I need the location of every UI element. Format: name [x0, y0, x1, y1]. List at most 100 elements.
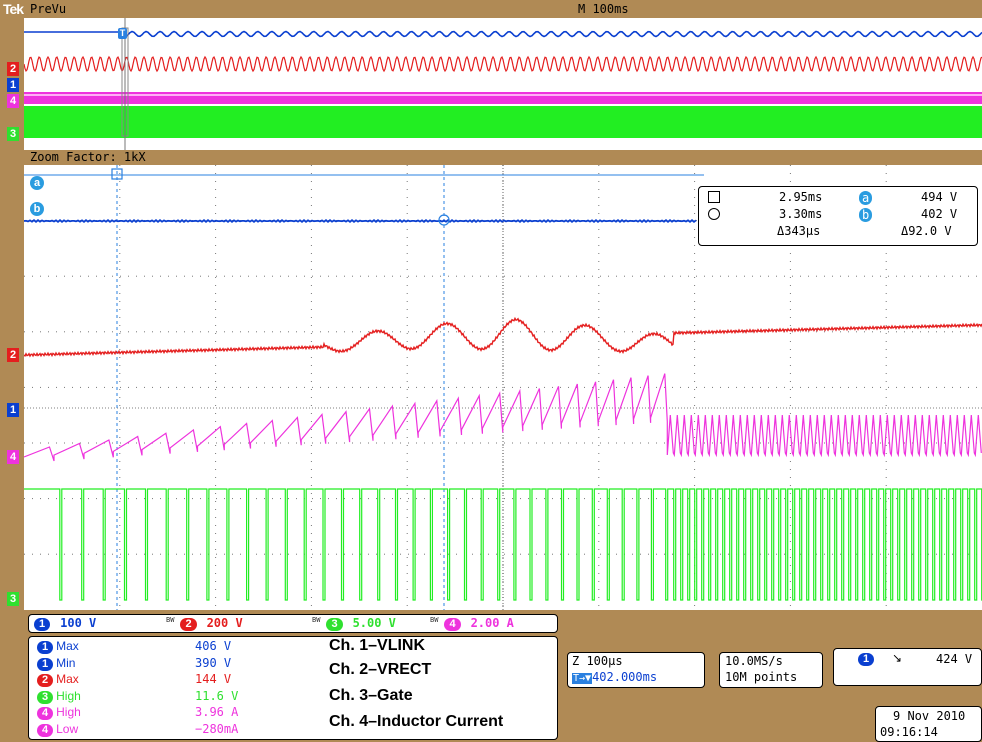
channel-scale-value: 5.00 V: [352, 616, 396, 630]
measurement-row: 1 Max 406 V: [37, 639, 317, 654]
legend-ch3: Ch. 3–Gate: [329, 687, 413, 704]
channel-2-scale[interactable]: BW 2 200 V: [166, 616, 243, 631]
overview-ch2-marker: 2: [7, 62, 19, 76]
channel-3-scale[interactable]: BW 3 5.00 V: [312, 616, 396, 631]
overview-ch1-trace: [24, 30, 982, 38]
overview-ch3-marker: 3: [7, 127, 19, 141]
ch4-marker: 4: [7, 450, 19, 464]
channel-badge: 4: [444, 618, 461, 631]
ch4-trace: [24, 373, 982, 462]
channel-scale-value: 200 V: [206, 616, 243, 630]
measurement-value: 3.96 A: [195, 705, 239, 719]
legend-ch1: Ch. 1–VLINK: [329, 637, 426, 654]
bandwidth-limit-icon: BW: [430, 616, 439, 624]
status-bar: [0, 0, 982, 18]
trigger-slope-icon: ↘: [892, 651, 903, 665]
overview-ch4-trace: [24, 92, 982, 104]
cursor-2-time: 3.30ms: [779, 207, 823, 221]
zoom-position: 402.000ms: [592, 670, 658, 684]
measurement-value: 11.6 V: [195, 688, 239, 703]
measurement-channel-badge: 1: [37, 641, 54, 654]
zoom-bar: [24, 150, 982, 165]
cursor-2-circle-icon: [438, 214, 450, 226]
overview-trigger-t-icon: T: [118, 28, 127, 39]
measurement-channel-badge: 4: [37, 723, 54, 737]
cursor-delta-value: Δ92.0 V: [901, 224, 952, 238]
legend-ch2: Ch. 2–VRECT: [329, 661, 432, 678]
overview-waveform-panel[interactable]: [24, 18, 982, 150]
channel-scale-value: 100 V: [60, 616, 97, 630]
time-label: 09:16:14: [880, 725, 938, 739]
datetime-panel: 9 Nov 2010 09:16:14: [875, 706, 982, 742]
ch2-marker: 2: [7, 348, 19, 362]
cursor-b-marker: b: [30, 202, 44, 216]
tek-logo: Tek: [3, 1, 24, 17]
channel-1-scale[interactable]: 1 100 V: [34, 616, 96, 631]
ch1-marker: 1: [7, 403, 19, 417]
cursor-a-marker: a: [30, 176, 44, 190]
acquisition-mode-label: PreVu: [30, 2, 67, 16]
channel-badge: 2: [180, 618, 197, 631]
measurement-value: 406 V: [195, 639, 232, 653]
ch3-trace: [24, 488, 982, 601]
cursor-1-square-icon: [111, 168, 123, 180]
channel-4-scale[interactable]: BW 4 2.00 A: [430, 616, 514, 631]
measurement-value: 390 V: [195, 655, 232, 670]
measurement-name: High: [56, 705, 81, 719]
measurement-channel-badge: 3: [37, 690, 54, 704]
measurement-row: 2 Max 144 V: [37, 672, 317, 687]
measurement-channel-badge: 1: [37, 657, 54, 671]
legend-ch4: Ch. 4–Inductor Current: [329, 713, 504, 730]
measurement-channel-badge: 2: [37, 674, 54, 687]
cursor-1-square-icon: [708, 191, 720, 203]
ch2-trace: [24, 316, 982, 358]
measurement-name: Max: [56, 639, 79, 653]
cursor-readout-panel: 2.95ms a 494 V 3.30ms b 402 V Δ343μs Δ92…: [698, 186, 978, 246]
measurement-row: 1 Min 390 V: [37, 656, 317, 671]
record-length: 10M points: [725, 670, 798, 684]
zoom-position-icon: T→▼: [572, 673, 593, 684]
measurement-value: 144 V: [195, 672, 232, 686]
date-label: 9 Nov 2010: [893, 709, 966, 723]
trigger-panel[interactable]: 1 ↘ 424 V: [833, 648, 982, 686]
ch1-trace: [24, 219, 697, 223]
cursor-delta-time: Δ343μs: [777, 224, 821, 238]
measurement-row: 3 High 11.6 V: [37, 689, 317, 704]
sample-rate: 10.0MS/s: [725, 654, 783, 668]
trigger-source-badge: 1: [858, 653, 875, 666]
measurement-channel-badge: 4: [37, 707, 54, 720]
overview-ch3-trace: [24, 106, 982, 138]
trigger-level: 424 V: [936, 652, 973, 666]
zoom-factor-label: Zoom Factor: 1kX: [30, 150, 146, 164]
ch3-marker: 3: [7, 592, 19, 606]
cursor-a-value: 494 V: [921, 190, 958, 204]
measurement-row: 4 High 3.96 A: [37, 705, 317, 720]
timebase-label[interactable]: M 100ms: [578, 2, 629, 16]
cursor-1-time: 2.95ms: [779, 190, 823, 204]
channel-badge: 1: [34, 618, 51, 631]
overview-ch2-trace: [24, 55, 982, 73]
measurement-name: Low: [56, 721, 79, 736]
channel-scale-panel: [28, 614, 558, 633]
acquisition-panel[interactable]: 10.0MS/s 10M points: [719, 652, 823, 688]
channel-scale-value: 2.00 A: [470, 616, 514, 630]
measurement-row: 4 Low −280mA: [37, 722, 317, 737]
overview-ch1-marker: 1: [7, 78, 19, 92]
measurement-name: High: [56, 688, 81, 703]
measurement-value: −280mA: [195, 721, 239, 736]
cursor-b-value: 402 V: [921, 207, 958, 221]
bandwidth-limit-icon: BW: [312, 616, 321, 624]
channel-badge: 3: [326, 618, 343, 631]
zoom-info-panel[interactable]: Z 100μs T→▼402.000ms: [567, 652, 705, 688]
zoom-position-row: T→▼402.000ms: [572, 670, 657, 684]
cursor-2-circle-icon: [708, 208, 720, 220]
overview-ch4-marker: 4: [7, 94, 19, 108]
bandwidth-limit-icon: BW: [166, 616, 175, 624]
measurement-name: Max: [56, 672, 79, 686]
cursor-b-badge: b: [859, 208, 873, 222]
zoom-scale: Z 100μs: [572, 654, 623, 668]
cursor-a-badge: a: [859, 191, 873, 205]
measurement-name: Min: [56, 655, 76, 670]
